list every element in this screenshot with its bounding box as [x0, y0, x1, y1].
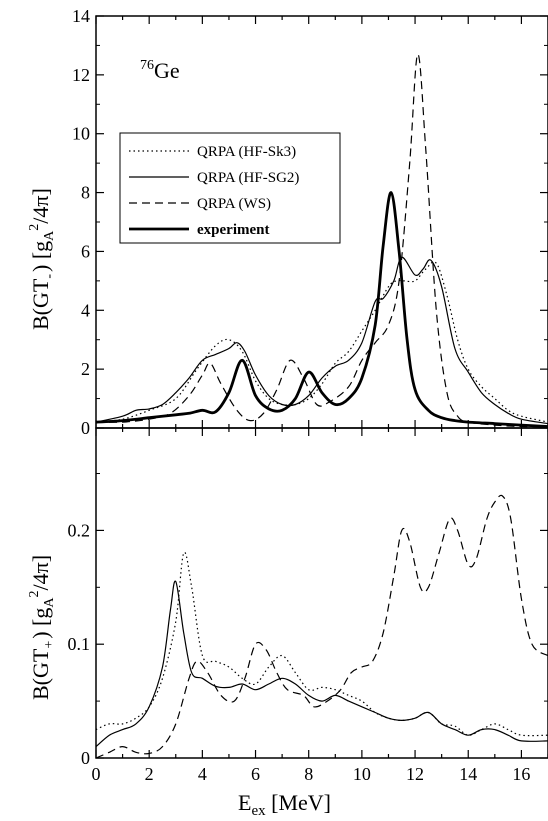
bottom-panel-line-qrpa-hf-sg2 [96, 580, 548, 748]
top-ylabel-paren: ) [28, 259, 53, 272]
nucleus-symbol: Ge [154, 58, 180, 83]
bottom-panel-ytick-label: 0.2 [68, 520, 91, 540]
nucleus-label: 76Ge [140, 58, 180, 83]
top-panel-ytick-label: 4 [81, 300, 90, 320]
top-ylabel-units: [g [28, 241, 53, 259]
bottom-ylabel-units-sub: A [42, 597, 57, 608]
bottom-ylabel-units-sup: 2 [27, 590, 42, 597]
top-panel-ytick-label: 10 [72, 124, 90, 144]
top-ylabel: B(GT-) [gA2/4π] [27, 188, 57, 330]
top-panel-line-qrpa-hf-sg2 [96, 256, 548, 425]
x-tick-label: 0 [92, 764, 101, 784]
bottom-panel-line-qrpa-ws [96, 494, 548, 758]
legend-label-hf-sg2: QRPA (HF-SG2) [197, 170, 299, 186]
x-axis-title: Eex [MeV] [238, 790, 331, 819]
bottom-ylabel-sub: + [42, 641, 57, 649]
x-tick-label: 8 [304, 764, 313, 784]
top-panel-ytick-label: 12 [72, 65, 90, 85]
top-panel: 0 2 4 6 8 10 12 14 [72, 6, 548, 438]
nucleus-mass: 76 [140, 58, 154, 73]
bottom-panel-ytick-label: 0 [81, 748, 90, 768]
top-panel-series [96, 53, 548, 428]
legend-label-experiment: experiment [197, 222, 269, 238]
bottom-ylabel-units: [g [28, 608, 53, 626]
bottom-panel: 0 0.1 0.2 0 2 4 6 8 10 12 14 16 [68, 427, 548, 784]
bottom-panel-line-qrpa-hf-sk3 [96, 551, 548, 737]
legend-label-hf-sk3: QRPA (HF-Sk3) [197, 144, 296, 160]
bottom-ylabel-paren: ) [28, 626, 53, 639]
x-tick-label: 4 [198, 764, 207, 784]
bottom-panel-series [96, 494, 548, 758]
top-panel-ytick-label: 0 [81, 418, 90, 438]
top-panel-line-qrpa-ws [96, 53, 548, 428]
x-tick-label: 10 [353, 764, 371, 784]
bottom-panel-ytick-label: 0.1 [68, 634, 91, 654]
x-tick-label: 12 [406, 764, 424, 784]
top-panel-ytick-label: 8 [81, 183, 90, 203]
top-ylabel-units-sup: 2 [27, 224, 42, 231]
top-panel-line-qrpa-hf-sk3 [96, 261, 548, 423]
x-axis-title-tail: [MeV] [266, 790, 331, 815]
legend: QRPA (HF-Sk3) QRPA (HF-SG2) QRPA (WS) ex… [119, 132, 341, 244]
bottom-ylabel-units-tail: /4π] [28, 555, 53, 591]
top-ylabel-sub: - [42, 274, 57, 279]
top-ylabel-main: B(GT [28, 278, 53, 330]
bottom-panel-frame [95, 427, 548, 759]
x-tick-label: 2 [145, 764, 154, 784]
top-ylabel-units-sub: A [42, 230, 57, 241]
x-axis-title-sub: ex [251, 803, 266, 819]
top-panel-line-experiment [96, 191, 548, 428]
x-tick-label: 16 [512, 764, 530, 784]
top-panel-ytick-label: 14 [72, 6, 90, 26]
top-panel-ytick-label: 6 [81, 241, 90, 261]
x-axis-title-main: E [238, 790, 251, 815]
top-panel-ytick-label: 2 [81, 359, 90, 379]
x-tick-label: 6 [251, 764, 260, 784]
top-ylabel-units-tail: /4π] [28, 188, 53, 224]
bottom-ylabel-main: B(GT [28, 648, 53, 700]
legend-label-ws: QRPA (WS) [197, 196, 271, 212]
x-tick-label: 14 [459, 764, 477, 784]
bottom-ylabel: B(GT+) [gA2/4π] [27, 555, 57, 700]
